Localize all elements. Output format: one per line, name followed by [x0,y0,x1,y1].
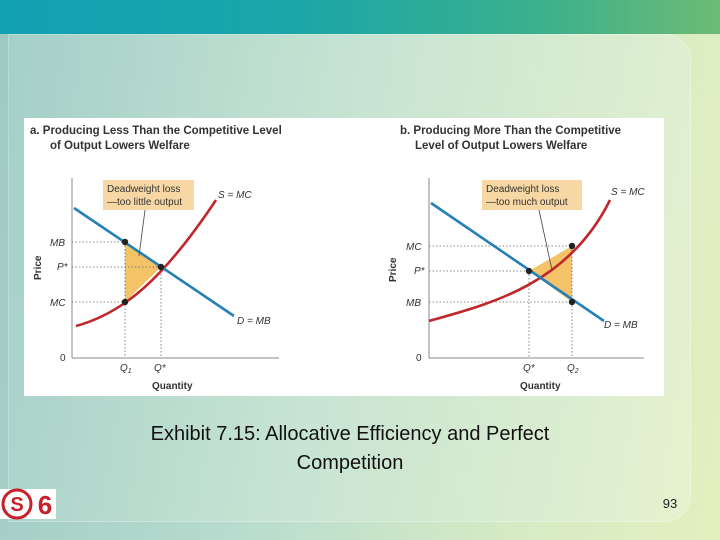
panel-a-xtick-q1: Q1 [120,363,132,375]
panel-a-point-mb [121,238,129,246]
panel-a-note-pointer [138,209,146,257]
panel-b-demand-label: D = MB [604,320,638,331]
panel-b-note-box [482,180,582,210]
panel-b-title-line1: b. Producing More Than the Competitive [400,125,621,137]
panel-a-note-box [103,180,194,210]
panel-a-origin: 0 [60,353,66,364]
title-band [0,0,720,34]
panel-b-ytick-top: MC [406,242,422,253]
exhibit-figure: a. Producing Less Than the Competitive L… [24,118,664,396]
panel-b-deadweight-loss-area [529,246,572,302]
logo-number: 6 [38,490,52,520]
panel-b-note-pointer [538,209,553,271]
panel-a-xtick-qstar: Q* [154,363,167,374]
panel-a-y-axis-label: Price [33,255,44,280]
panel-b-supply-label: S = MC [611,187,645,198]
panel-b-title-line2: Level of Output Lowers Welfare [415,140,587,152]
panel-a-point-mc [121,298,129,306]
panel-a-demand-label: D = MB [237,316,271,327]
panel-b-demand-curve [430,201,605,323]
panel-b-ytick-mid: P* [414,266,426,277]
caption-line1: Exhibit 7.15: Allocative Efficiency and … [150,423,550,445]
panel-a-title-line1: a. Producing Less Than the Competitive L… [30,125,282,137]
panel-a-guides [72,241,162,358]
panel-a-deadweight-loss-area [125,242,161,302]
panel-a-title-line2: of Output Lowers Welfare [50,140,190,152]
panel-b: b. Producing More Than the Competitive L… [388,125,645,392]
panel-b-supply-curve [428,199,612,323]
panel-a-x-axis-label: Quantity [152,381,193,392]
panel-a-demand-curve [73,206,235,318]
panel-a-ytick-bottom: MC [50,298,66,309]
panel-a-note-line1: Deadweight loss [107,184,180,195]
panel-a-supply-curve [75,199,218,328]
exhibit-svg: a. Producing Less Than the Competitive L… [30,125,645,392]
panel-b-y-axis-label: Price [388,257,399,282]
page-number: 93 [662,496,678,511]
panel-a-ytick-mid: P* [57,262,69,273]
panel-b-note-line1: Deadweight loss [486,184,559,195]
panel-a: a. Producing Less Than the Competitive L… [30,125,282,392]
panel-a-supply-label: S = MC [218,190,252,201]
panel-a-ytick-top: MB [50,238,65,249]
logo-letter: S [10,494,23,516]
panel-b-origin: 0 [416,353,422,364]
logo-ring [1,488,33,520]
caption-line2: Competition [296,452,404,474]
panel-b-xtick-q2: Q2 [567,363,579,375]
logo-svg: S 6 [0,488,56,520]
panel-a-point-equilibrium [157,263,165,271]
panel-b-note-line2: —too much output [486,197,568,208]
panel-a-note-line2: —too little output [107,197,182,208]
panel-b-point-mc [568,242,576,250]
logo: S 6 [0,486,56,522]
panel-b-point-equilibrium [525,267,533,275]
panel-b-ytick-bottom: MB [406,298,421,309]
panel-b-xtick-qstar: Q* [523,363,536,374]
panel-b-x-axis-label: Quantity [520,381,561,392]
panel-b-point-mb [568,298,576,306]
slide-caption: Exhibit 7.15: Allocative Efficiency and … [80,420,620,478]
